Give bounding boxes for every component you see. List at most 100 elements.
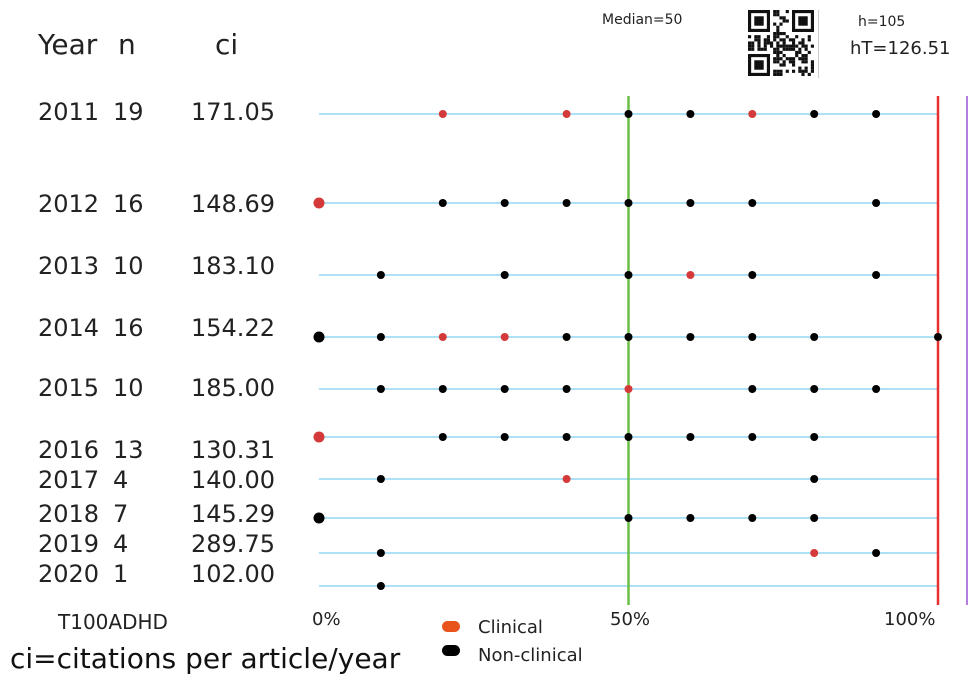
point-2014-8-nonclinical bbox=[810, 333, 819, 341]
point-2018-1-nonclinical bbox=[624, 514, 633, 522]
point-2014-2-clinical bbox=[438, 333, 447, 341]
row-year-2017: 2017 bbox=[38, 466, 100, 494]
point-2016-5-nonclinical bbox=[686, 433, 695, 441]
point-2012-5-nonclinical bbox=[686, 199, 695, 207]
point-2011-3-nonclinical bbox=[686, 110, 695, 118]
row-year-2012: 2012 bbox=[38, 190, 100, 218]
row-n-2011: 19 bbox=[113, 98, 144, 126]
chart-title: T100ADHD bbox=[58, 610, 168, 634]
x-tick-100: 100% bbox=[884, 609, 936, 630]
point-2018-2-nonclinical bbox=[686, 514, 695, 522]
row-year-2019: 2019 bbox=[38, 530, 100, 558]
point-2012-7-nonclinical bbox=[872, 199, 881, 207]
point-2013-1-nonclinical bbox=[500, 271, 509, 279]
point-2014-6-nonclinical bbox=[686, 333, 695, 341]
ci-definition: ci=citations per article/year bbox=[10, 642, 401, 675]
point-2013-4-nonclinical bbox=[748, 271, 757, 279]
row-n-2013: 10 bbox=[113, 252, 144, 280]
point-2011-5-nonclinical bbox=[810, 110, 819, 118]
legend-label-nonclinical: Non-clinical bbox=[478, 645, 583, 666]
row-year-2014: 2014 bbox=[38, 314, 100, 342]
point-2015-6-nonclinical bbox=[810, 385, 819, 393]
point-2014-3-clinical bbox=[500, 333, 509, 341]
row-n-2014: 16 bbox=[113, 314, 144, 342]
point-2015-3-nonclinical bbox=[562, 385, 571, 393]
qr-code-icon bbox=[748, 10, 814, 76]
header-ci: ci bbox=[215, 28, 239, 61]
point-2017-0-nonclinical bbox=[376, 475, 385, 483]
row-n-2016: 13 bbox=[113, 436, 144, 464]
point-2012-4-nonclinical bbox=[624, 199, 633, 207]
point-2017-1-clinical bbox=[562, 475, 571, 483]
point-2015-7-nonclinical bbox=[872, 385, 881, 393]
row-ci-2014: 154.22 bbox=[191, 314, 275, 342]
point-2013-2-nonclinical bbox=[624, 271, 633, 279]
row-n-2020: 1 bbox=[113, 560, 129, 588]
row-n-2017: 4 bbox=[113, 466, 129, 494]
point-2015-0-nonclinical bbox=[376, 385, 385, 393]
qr-divider bbox=[818, 10, 819, 78]
point-2018-4-nonclinical bbox=[810, 514, 819, 522]
point-2011-6-nonclinical bbox=[872, 110, 881, 118]
point-2016-4-nonclinical bbox=[624, 433, 633, 441]
row-year-2018: 2018 bbox=[38, 500, 100, 528]
row-ci-2015: 185.00 bbox=[191, 374, 275, 402]
point-2019-2-nonclinical bbox=[872, 549, 881, 557]
point-2017-2-nonclinical bbox=[810, 475, 819, 483]
point-2011-4-clinical bbox=[748, 110, 757, 118]
point-2015-1-nonclinical bbox=[438, 385, 447, 393]
point-2016-1-nonclinical bbox=[438, 433, 447, 441]
point-2012-3-nonclinical bbox=[562, 199, 571, 207]
row-ci-2016: 130.31 bbox=[191, 436, 275, 464]
point-2013-0-nonclinical bbox=[376, 271, 385, 279]
row-n-2019: 4 bbox=[113, 530, 129, 558]
row-ci-2017: 140.00 bbox=[191, 466, 275, 494]
point-2016-0-clinical bbox=[313, 431, 325, 443]
row-ci-2013: 183.10 bbox=[191, 252, 275, 280]
point-2012-1-nonclinical bbox=[438, 199, 447, 207]
row-ci-2019: 289.75 bbox=[191, 530, 275, 558]
point-2020-0-nonclinical bbox=[376, 582, 385, 590]
point-2014-1-nonclinical bbox=[376, 333, 385, 341]
point-2014-9-nonclinical bbox=[934, 333, 942, 341]
point-2016-7-nonclinical bbox=[810, 433, 819, 441]
legend-swatch-clinical bbox=[442, 621, 460, 632]
row-year-2013: 2013 bbox=[38, 252, 100, 280]
point-2014-5-nonclinical bbox=[624, 333, 633, 341]
point-2012-6-nonclinical bbox=[748, 199, 757, 207]
legend-label-clinical: Clinical bbox=[478, 617, 543, 638]
h-index-label: h=105 bbox=[858, 14, 906, 30]
row-ci-2018: 145.29 bbox=[191, 500, 275, 528]
point-2011-0-clinical bbox=[438, 110, 447, 118]
point-2016-3-nonclinical bbox=[562, 433, 571, 441]
row-year-2015: 2015 bbox=[38, 374, 100, 402]
point-2015-4-clinical bbox=[624, 385, 633, 393]
row-ci-2020: 102.00 bbox=[191, 560, 275, 588]
x-tick-50: 50% bbox=[610, 609, 651, 630]
header-n: n bbox=[118, 28, 136, 61]
legend-swatch-nonclinical bbox=[442, 645, 460, 656]
point-2015-5-nonclinical bbox=[748, 385, 757, 393]
point-2015-2-nonclinical bbox=[500, 385, 509, 393]
ht-index-label: hT=126.51 bbox=[850, 38, 951, 59]
row-year-2020: 2020 bbox=[38, 560, 100, 588]
point-2013-5-nonclinical bbox=[872, 271, 881, 279]
point-2016-6-nonclinical bbox=[748, 433, 757, 441]
point-2011-1-clinical bbox=[562, 110, 571, 118]
point-2012-0-clinical bbox=[313, 197, 325, 209]
point-2014-0-nonclinical bbox=[313, 331, 325, 343]
point-2013-3-clinical bbox=[686, 271, 695, 279]
median-label: Median=50 bbox=[602, 12, 683, 28]
point-2014-4-nonclinical bbox=[562, 333, 571, 341]
point-2016-2-nonclinical bbox=[500, 433, 509, 441]
row-n-2018: 7 bbox=[113, 500, 129, 528]
point-2018-3-nonclinical bbox=[748, 514, 757, 522]
header-year: Year bbox=[38, 28, 98, 61]
point-2012-2-nonclinical bbox=[500, 199, 509, 207]
x-tick-0: 0% bbox=[312, 609, 341, 630]
point-2014-7-nonclinical bbox=[748, 333, 757, 341]
point-2019-1-clinical bbox=[810, 549, 819, 557]
row-ci-2011: 171.05 bbox=[191, 98, 275, 126]
row-n-2015: 10 bbox=[113, 374, 144, 402]
